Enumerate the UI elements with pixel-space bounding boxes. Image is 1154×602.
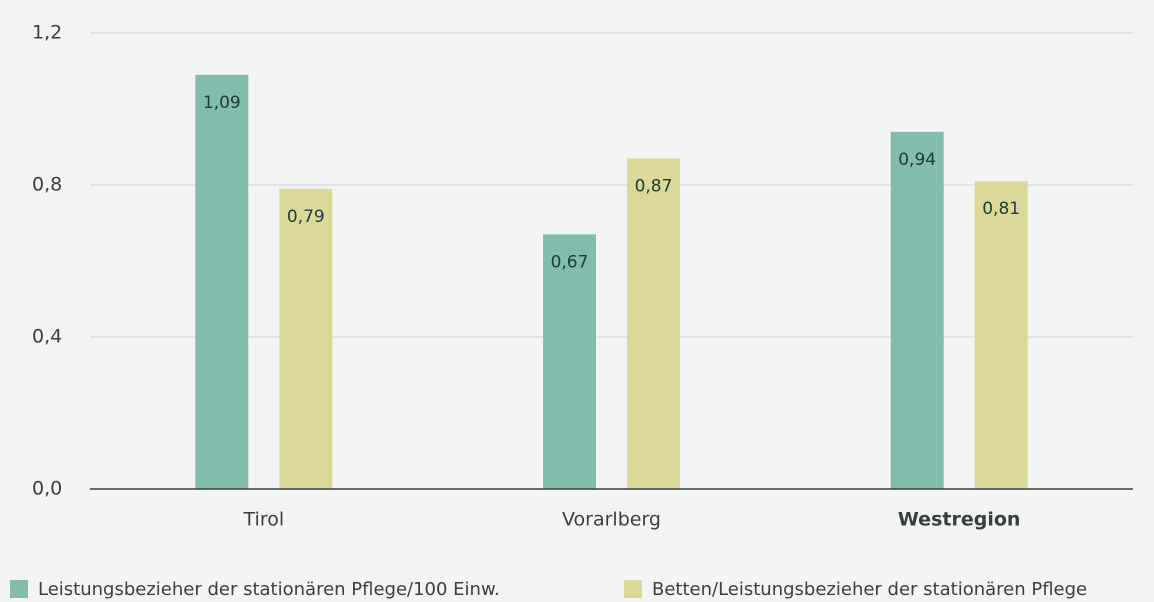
value-label: 0,81 [982, 199, 1020, 219]
bar [279, 188, 333, 490]
bar [195, 74, 249, 490]
legend-swatch [624, 580, 642, 598]
bar [890, 131, 944, 490]
y-tick-label: 1,2 [32, 22, 62, 44]
bar [627, 158, 680, 489]
bar [543, 234, 596, 489]
y-tick-label: 0,4 [32, 326, 62, 348]
value-label: 0,94 [898, 150, 936, 170]
value-label: 0,87 [635, 176, 673, 196]
value-label: 0,79 [287, 207, 325, 227]
x-tick-label: Westregion [898, 509, 1021, 531]
legend-label: Betten/Leistungsbezieher der stationären… [652, 579, 1087, 600]
y-tick-label: 0,0 [32, 478, 62, 500]
y-tick-label: 0,8 [32, 174, 62, 196]
x-tick-label: Tirol [243, 509, 285, 531]
bar [974, 181, 1028, 489]
value-label: 0,67 [551, 252, 589, 272]
legend-swatch [10, 580, 28, 598]
x-tick-label: Vorarlberg [562, 509, 661, 531]
value-label: 1,09 [203, 93, 241, 113]
legend-label: Leistungsbezieher der stationären Pflege… [38, 579, 500, 600]
